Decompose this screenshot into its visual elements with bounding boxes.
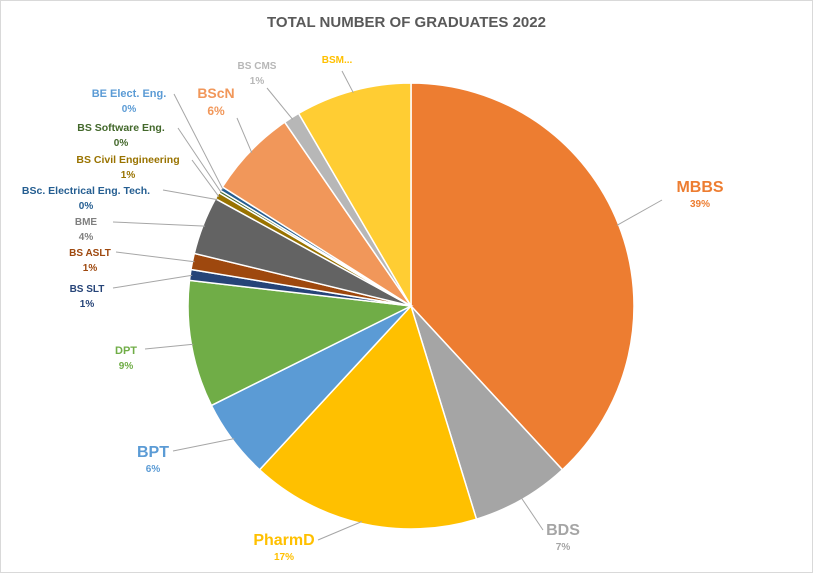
leader-line-mbbs	[616, 199, 663, 226]
leader-line-bs-slt	[112, 274, 193, 289]
slice-label-bds: BDS	[546, 522, 580, 539]
slice-percent-be-elect-eng: 0%	[122, 104, 137, 115]
leader-line-bscn	[236, 117, 253, 153]
slice-label-bs-software-eng: BS Software Eng.	[77, 122, 165, 134]
leader-line-bs-software-eng	[177, 127, 222, 193]
leader-line-be-elect-eng	[173, 93, 224, 190]
leader-line-bds	[520, 497, 544, 531]
slice-label-bpt: BPT	[137, 444, 169, 461]
slice-percent-pharmd: 17%	[274, 552, 294, 563]
slice-percent-bpt: 6%	[146, 464, 161, 475]
slice-label-be-elect-eng: BE Elect. Eng.	[92, 88, 167, 100]
slice-percent-bme: 4%	[79, 232, 94, 243]
pie-slice-pharmd[interactable]	[258, 304, 478, 530]
slice-percent-mbbs: 39%	[690, 199, 710, 210]
leader-line-bs-civil-engineering	[191, 159, 220, 197]
slice-label-bscn: BScN	[197, 85, 234, 101]
slice-label-bsc-electrical-eng-tech: BSc. Electrical Eng. Tech.	[22, 185, 150, 197]
slice-percent-bs-cms: 1%	[250, 76, 265, 87]
slice-percent-bs-software-eng: 0%	[114, 138, 129, 149]
slice-label-bsm: BSM...	[322, 55, 353, 66]
leader-line-bsm	[341, 70, 354, 93]
leader-line-dpt	[144, 343, 194, 350]
slice-label-bs-cms: BS CMS	[238, 61, 277, 72]
slice-label-bme: BME	[75, 217, 98, 228]
leader-line-pharmd	[317, 521, 363, 541]
leader-line-bsc-electrical-eng-tech	[162, 189, 218, 201]
slice-label-pharmd: PharmD	[253, 532, 314, 549]
leader-line-bme	[112, 221, 206, 227]
slice-label-mbbs: MBBS	[676, 179, 723, 196]
slice-label-dpt: DPT	[115, 345, 137, 357]
slice-label-bs-slt: BS SLT	[70, 284, 105, 295]
slice-label-bs-aslt: BS ASLT	[69, 248, 111, 259]
slice-percent-bsc-electrical-eng-tech: 0%	[79, 201, 94, 212]
chart-title: TOTAL NUMBER OF GRADUATES 2022	[267, 14, 546, 31]
slice-percent-bs-civil-engineering: 1%	[121, 170, 136, 181]
slice-percent-bscn: 6%	[207, 104, 225, 118]
slice-percent-dpt: 9%	[119, 361, 134, 372]
slice-percent-bs-aslt: 1%	[83, 263, 98, 274]
leader-line-bs-cms	[266, 87, 294, 120]
leader-line-bpt	[172, 438, 235, 452]
slice-percent-bs-slt: 1%	[80, 299, 95, 310]
slice-percent-bds: 7%	[556, 542, 571, 553]
slice-label-bs-civil-engineering: BS Civil Engineering	[76, 154, 179, 166]
leader-line-bs-aslt	[115, 251, 195, 263]
